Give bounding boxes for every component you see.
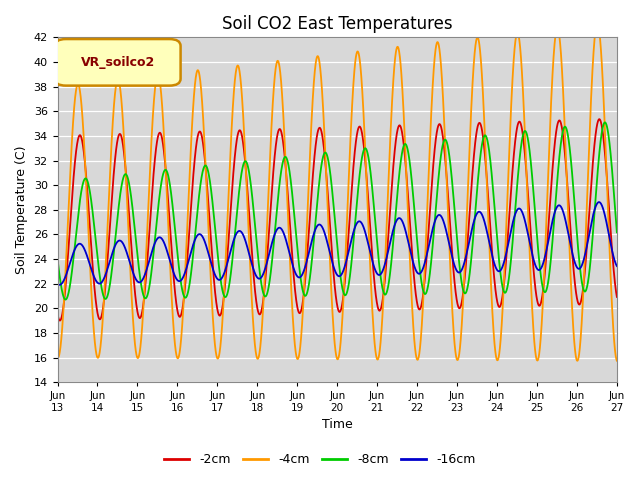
X-axis label: Time: Time	[322, 419, 353, 432]
FancyBboxPatch shape	[55, 39, 180, 85]
Legend: -2cm, -4cm, -8cm, -16cm: -2cm, -4cm, -8cm, -16cm	[159, 448, 481, 471]
Text: VR_soilco2: VR_soilco2	[81, 56, 155, 69]
Title: Soil CO2 East Temperatures: Soil CO2 East Temperatures	[222, 15, 452, 33]
Y-axis label: Soil Temperature (C): Soil Temperature (C)	[15, 145, 28, 274]
